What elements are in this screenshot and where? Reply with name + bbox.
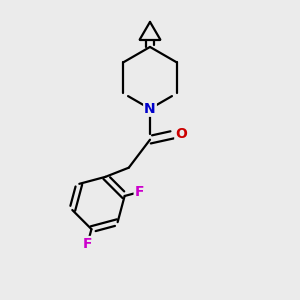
Text: F: F [135, 185, 144, 199]
Text: F: F [83, 237, 92, 251]
Text: N: N [144, 102, 156, 116]
Text: O: O [175, 128, 187, 141]
